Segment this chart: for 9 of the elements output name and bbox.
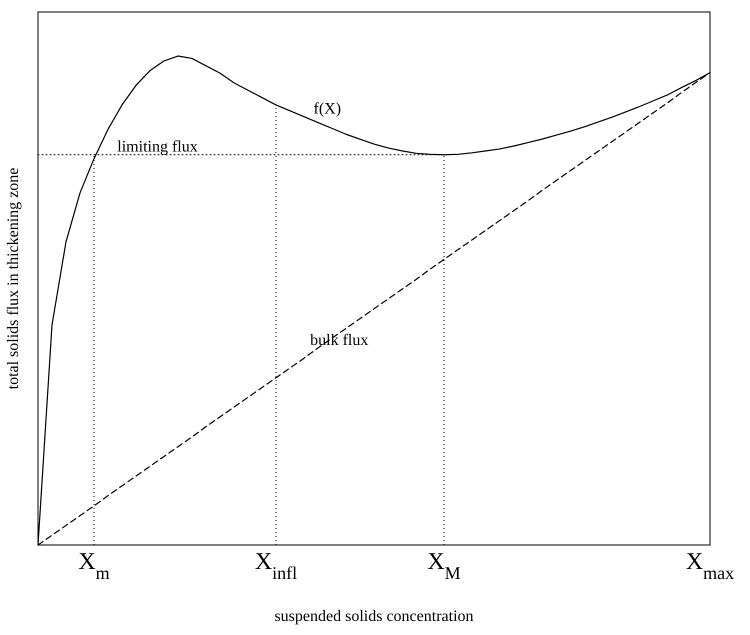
annotation: bulk flux <box>310 332 368 350</box>
x-tick-label: X$_{m}$ <box>78 549 110 583</box>
x-tick-label: X$_{M}$ <box>427 549 461 583</box>
x-tick-label: X$_{infl}$ <box>254 549 298 583</box>
y-axis-title: total solids flux in thickening zone <box>5 168 22 390</box>
annotation: limiting flux <box>117 138 198 156</box>
x-tick-label: X$_{max}$ <box>686 549 734 583</box>
annotation: f(X) <box>314 100 342 118</box>
x-axis-title: suspended solids concentration <box>274 608 474 625</box>
